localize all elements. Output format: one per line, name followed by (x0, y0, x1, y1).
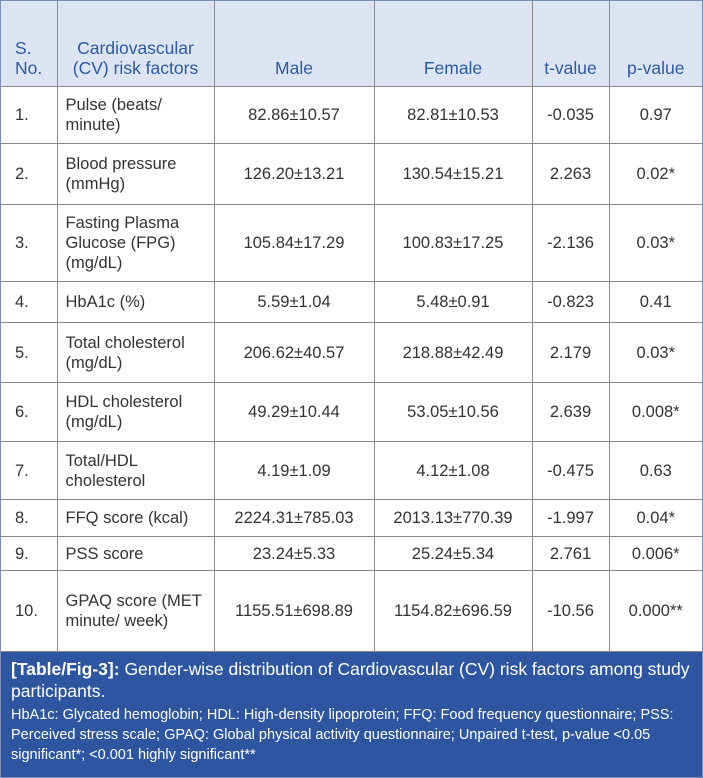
cell-male: 206.62±40.57 (213, 322, 375, 383)
cell-t-value: -2.136 (531, 204, 610, 282)
cell-t-value: 2.639 (531, 382, 610, 442)
cell-female: 218.88±42.49 (373, 322, 533, 383)
cell-p-value: 0.04* (608, 499, 702, 537)
cell-factor: HbA1c (%) (56, 281, 215, 323)
cell-t-value: -0.035 (531, 86, 610, 144)
cell-male: 2224.31±785.03 (213, 499, 375, 537)
cell-female: 1154.82±696.59 (373, 570, 533, 652)
cell-male: 105.84±17.29 (213, 204, 375, 282)
cell-female: 2013.13±770.39 (373, 499, 533, 537)
cell-sno: 3. (1, 204, 58, 282)
cell-sno: 8. (1, 499, 58, 537)
cell-female: 4.12±1.08 (373, 441, 533, 500)
cell-male: 49.29±10.44 (213, 382, 375, 442)
cell-female: 53.05±10.56 (373, 382, 533, 442)
cell-t-value: 2.761 (531, 536, 610, 571)
table-header-row: S. No. Cardiovascular (CV) risk factors … (1, 1, 702, 87)
header-female: Female (373, 1, 533, 87)
cell-male: 1155.51±698.89 (213, 570, 375, 652)
table-row: 9. PSS score 23.24±5.33 25.24±5.34 2.761 0.00… (1, 536, 702, 571)
cell-sno: 4. (1, 281, 58, 323)
cell-p-value: 0.02* (608, 143, 702, 205)
cell-sno: 1. (1, 86, 58, 144)
cell-factor: Total/HDL cholesterol (56, 441, 215, 500)
table-row: 1. Pulse (beats/ minute) 82.86±10.57 82.81±… (1, 86, 702, 144)
cell-sno: 10. (1, 570, 58, 652)
cell-male: 4.19±1.09 (213, 441, 375, 500)
cell-t-value: 2.179 (531, 322, 610, 383)
cell-p-value: 0.41 (608, 281, 702, 323)
cell-t-value: 2.263 (531, 143, 610, 205)
caption-title: [Table/Fig-3]: Gender-wise distribution … (11, 658, 692, 702)
table-row: 7. Total/HDL cholesterol 4.19±1.09 4.12±1.0… (1, 441, 702, 500)
cell-p-value: 0.63 (608, 441, 702, 500)
table-row: 2. Blood pressure (mmHg) 126.20±13.21 130.5… (1, 143, 702, 205)
cell-male: 5.59±1.04 (213, 281, 375, 323)
risk-factors-table: S. No. Cardiovascular (CV) risk factors … (1, 1, 702, 652)
cell-male: 23.24±5.33 (213, 536, 375, 571)
cell-p-value: 0.000** (608, 570, 702, 652)
cell-sno: 6. (1, 382, 58, 442)
cell-p-value: 0.03* (608, 322, 702, 383)
cell-female: 130.54±15.21 (373, 143, 533, 205)
table-caption: [Table/Fig-3]: Gender-wise distribution … (1, 652, 702, 777)
cell-female: 82.81±10.53 (373, 86, 533, 144)
cell-sno: 5. (1, 322, 58, 383)
cell-t-value: -1.997 (531, 499, 610, 537)
caption-notes: HbA1c: Glycated hemoglobin; HDL: High-de… (11, 707, 674, 763)
cell-sno: 2. (1, 143, 58, 205)
cell-female: 5.48±0.91 (373, 281, 533, 323)
header-sno: S. No. (1, 1, 58, 87)
table-row: 3. Fasting Plasma Glucose (FPG) (mg/dL) 10… (1, 204, 702, 282)
header-t-value: t-value (531, 1, 610, 87)
cell-male: 82.86±10.57 (213, 86, 375, 144)
cell-factor: HDL cholesterol (mg/dL) (56, 382, 215, 442)
cell-factor: Fasting Plasma Glucose (FPG) (mg/dL) (56, 204, 215, 282)
cell-sno: 9. (1, 536, 58, 571)
table-row: 8. FFQ score (kcal) 2224.31±785.03 2013.13±… (1, 499, 702, 537)
caption-label: [Table/Fig-3]: (11, 659, 120, 679)
cell-p-value: 0.97 (608, 86, 702, 144)
header-p-value: p-value (608, 1, 702, 87)
cell-factor: GPAQ score (MET minute/ week) (56, 570, 215, 652)
table-row: 6. HDL cholesterol (mg/dL) 49.29±10.44 53.0… (1, 382, 702, 442)
cell-p-value: 0.006* (608, 536, 702, 571)
cell-female: 100.83±17.25 (373, 204, 533, 282)
cell-factor: PSS score (56, 536, 215, 571)
cell-t-value: -0.823 (531, 281, 610, 323)
table-row: 4. HbA1c (%) 5.59±1.04 5.48±0.91 -0.823 0.41 (1, 281, 702, 323)
cell-factor: FFQ score (kcal) (56, 499, 215, 537)
cell-male: 126.20±13.21 (213, 143, 375, 205)
cell-factor: Pulse (beats/ minute) (56, 86, 215, 144)
table-row: 10. GPAQ score (MET minute/ week) 1155.51±… (1, 570, 702, 652)
table-row: 5. Total cholesterol (mg/dL) 206.62±40.57 2… (1, 322, 702, 383)
header-factor: Cardiovascular (CV) risk factors (56, 1, 215, 87)
cell-p-value: 0.03* (608, 204, 702, 282)
cell-t-value: -10.56 (531, 570, 610, 652)
cell-p-value: 0.008* (608, 382, 702, 442)
cell-t-value: -0.475 (531, 441, 610, 500)
caption-text: Gender-wise distribution of Cardiovascul… (11, 659, 690, 701)
cell-factor: Total cholesterol (mg/dL) (56, 322, 215, 383)
cell-female: 25.24±5.34 (373, 536, 533, 571)
cell-factor: Blood pressure (mmHg) (56, 143, 215, 205)
cell-sno: 7. (1, 441, 58, 500)
header-male: Male (213, 1, 375, 87)
